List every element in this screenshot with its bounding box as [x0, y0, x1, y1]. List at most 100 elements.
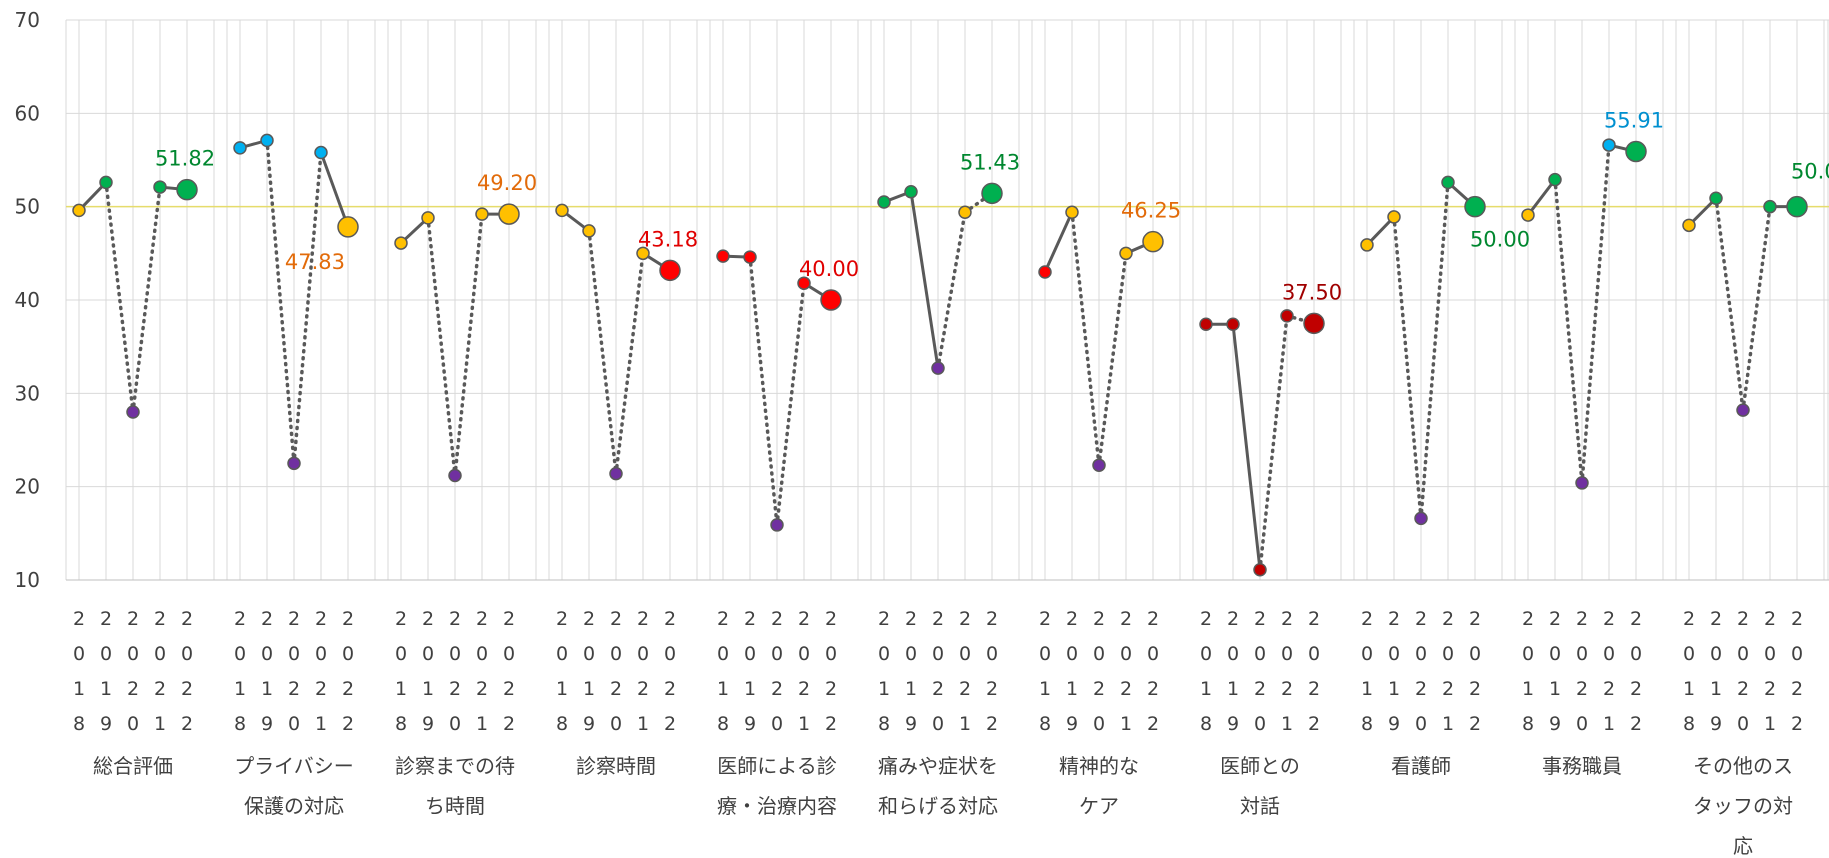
x-tick-label: 0 [556, 643, 568, 665]
series-connector [426, 216, 457, 478]
x-tick-label: 2 [986, 678, 998, 700]
series-connector [1258, 314, 1289, 572]
x-tick-label: 2 [100, 608, 112, 630]
x-tick-label: 2 [1281, 678, 1293, 700]
x-tick-label: 1 [1227, 678, 1239, 700]
x-tick-label: 0 [234, 643, 246, 665]
data-point-marker [1303, 312, 1325, 335]
x-tick-label: 1 [73, 678, 85, 700]
data-point-marker [1763, 199, 1777, 214]
x-tick-label: 2 [1415, 678, 1427, 700]
data-point-marker [1575, 476, 1589, 490]
category-label: その他のス [1693, 754, 1793, 778]
x-tick-label: 2 [717, 608, 729, 630]
x-tick-label: 0 [1576, 713, 1588, 735]
x-tick-label: 0 [610, 713, 622, 735]
x-tick-label: 2 [798, 608, 810, 630]
x-tick-label: 8 [1200, 713, 1212, 735]
x-tick-label: 9 [1066, 713, 1078, 735]
x-tick-label: 1 [234, 678, 246, 700]
series-connector [1419, 180, 1450, 521]
data-point-marker [1548, 172, 1562, 187]
category-label: 看護師 [1391, 754, 1451, 778]
x-tick-label: 2 [959, 678, 971, 700]
x-tick-label: 1 [1549, 678, 1561, 700]
data-point-marker [1625, 140, 1647, 163]
x-tick-label: 0 [932, 713, 944, 735]
x-tick-label: 0 [261, 643, 273, 665]
x-tick-label: 2 [664, 678, 676, 700]
x-tick-label: 2 [744, 608, 756, 630]
series-connector [936, 210, 967, 370]
series-connector [909, 190, 940, 370]
x-tick-label: 1 [154, 713, 166, 735]
category-label: 医師による診 [717, 754, 836, 778]
x-tick-label: 0 [1254, 713, 1266, 735]
data-point-marker [1280, 309, 1294, 323]
data-point-marker [1065, 205, 1079, 220]
series-connector [1070, 210, 1101, 467]
data-point-marker [1253, 562, 1267, 577]
x-tick-label: 2 [422, 608, 434, 630]
x-tick-label: 2 [610, 678, 622, 700]
x-tick-label: 1 [1039, 678, 1051, 700]
series-connector [587, 229, 618, 476]
x-tick-label: 1 [744, 678, 756, 700]
series-connector [292, 150, 323, 466]
x-tick-label: 8 [1039, 713, 1051, 735]
x-tick-label: 0 [1254, 643, 1266, 665]
x-tick-label: 0 [1039, 643, 1051, 665]
x-tick-label: 2 [1469, 713, 1481, 735]
category-label: 診察時間 [576, 754, 656, 778]
x-tick-label: 2 [1469, 678, 1481, 700]
x-tick-label: 2 [637, 678, 649, 700]
x-tick-label: 2 [449, 678, 461, 700]
data-point-marker [1521, 208, 1535, 222]
x-tick-label: 2 [1254, 678, 1266, 700]
x-tick-label: 0 [288, 713, 300, 735]
x-tick-label: 2 [583, 608, 595, 630]
data-point-marker [582, 224, 596, 238]
x-tick-label: 2 [342, 608, 354, 630]
y-tick-label: 40 [15, 288, 40, 312]
x-tick-label: 2 [1442, 678, 1454, 700]
data-point-marker [659, 259, 681, 282]
series-connector [104, 180, 135, 414]
x-tick-label: 2 [1147, 713, 1159, 735]
x-tick-label: 8 [1522, 713, 1534, 735]
series-connector [319, 151, 350, 229]
x-tick-label: 0 [1737, 643, 1749, 665]
x-tick-label: 2 [932, 678, 944, 700]
data-point-marker [99, 175, 113, 190]
data-point-marker [1709, 191, 1723, 206]
series-connector [748, 255, 779, 527]
series-connector [1580, 143, 1611, 485]
x-tick-label: 0 [1630, 643, 1642, 665]
x-tick-label: 2 [1227, 608, 1239, 630]
x-tick-label: 9 [1549, 713, 1561, 735]
data-point-marker [636, 246, 650, 261]
category-label: 療・治療内容 [717, 794, 837, 818]
x-tick-label: 1 [476, 713, 488, 735]
x-tick-label: 0 [100, 643, 112, 665]
x-tick-label: 2 [1308, 678, 1320, 700]
x-tick-label: 9 [261, 713, 273, 735]
data-point-marker [233, 141, 247, 155]
series-connector [1526, 178, 1557, 217]
series-connector [1392, 215, 1423, 521]
x-tick-label: 0 [1388, 643, 1400, 665]
x-tick-label: 2 [1147, 608, 1159, 630]
category-label: 痛みや症状を [878, 754, 998, 778]
x-tick-label: 0 [1281, 643, 1293, 665]
x-tick-label: 0 [1522, 643, 1534, 665]
x-tick-label: 2 [342, 678, 354, 700]
x-tick-label: 2 [1630, 713, 1642, 735]
x-tick-label: 9 [905, 713, 917, 735]
x-tick-label: 8 [556, 713, 568, 735]
x-tick-label: 0 [422, 643, 434, 665]
x-tick-label: 2 [1361, 608, 1373, 630]
x-tick-label: 1 [1603, 713, 1615, 735]
x-tick-label: 2 [181, 608, 193, 630]
x-tick-label: 0 [1576, 643, 1588, 665]
category-label: 事務職員 [1542, 754, 1622, 778]
